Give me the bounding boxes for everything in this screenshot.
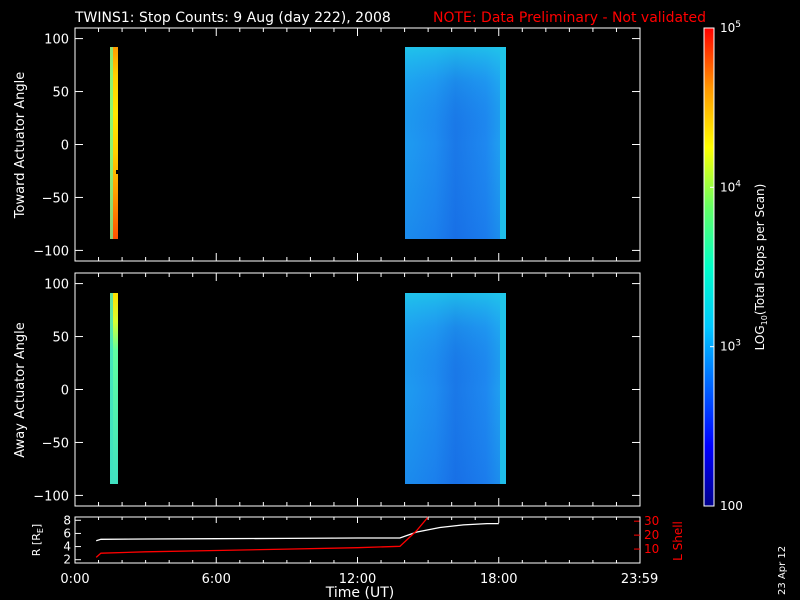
orbit-left-ytick-label: 4 <box>63 540 71 554</box>
away-plot-frame <box>74 272 641 507</box>
x-tick-label: 0:00 <box>60 572 89 587</box>
toward-late-block-shade <box>405 47 506 239</box>
orbit-left-ytick-label: 2 <box>63 553 71 567</box>
toward-ytick-label: −50 <box>42 191 69 206</box>
colorbar-tick-label: 103 <box>720 339 741 354</box>
toward-axis-ticks: 100 50 0 −50 −100 <box>33 28 641 261</box>
figure-title: TWINS1: Stop Counts: 9 Aug (day 222), 20… <box>74 10 391 26</box>
away-ytick-label: −100 <box>33 489 69 504</box>
colorbar-ticks: 100 103 104 105 <box>710 20 743 513</box>
colorbar-tick-label: 104 <box>720 179 741 194</box>
orbit-left-y-label: R [RE] <box>30 524 45 556</box>
away-y-label: Away Actuator Angle <box>13 322 28 457</box>
colorbar-tick-label: 105 <box>720 20 741 35</box>
toward-early-strip <box>110 47 118 239</box>
l-shell-line <box>95 516 429 558</box>
orbit-right-ytick-label: 20 <box>644 528 659 542</box>
toward-ytick-label: −100 <box>33 244 69 259</box>
toward-ytick-label: 50 <box>52 86 69 101</box>
toward-early-strip-edge <box>110 47 113 239</box>
away-data-blocks <box>110 293 506 484</box>
orbit-plot-frame <box>74 516 641 564</box>
colorbar: 100 103 104 105 LOG10(Total Stops per Scan) <box>703 20 769 513</box>
x-tick-label: 6:00 <box>202 572 231 587</box>
x-tick-label: 18:00 <box>480 572 517 587</box>
toward-data-blocks <box>110 47 506 239</box>
date-stamp: 23 Apr 12 <box>777 546 788 595</box>
x-tick-label: 12:00 <box>339 572 376 587</box>
toward-ytick-label: 100 <box>44 33 69 48</box>
away-late-block-edge <box>500 293 506 484</box>
away-early-strip-edge <box>110 293 113 484</box>
orbit-lines <box>95 516 499 558</box>
orbit-right-ytick-label: 30 <box>644 514 659 528</box>
away-early-strip <box>110 293 118 484</box>
away-ytick-label: −50 <box>42 436 69 451</box>
orbit-left-ytick-label: 8 <box>63 513 71 527</box>
toward-late-block-edge <box>500 47 506 239</box>
away-ytick-label: 0 <box>61 384 69 399</box>
x-tick-label: 23:59 <box>621 572 658 587</box>
toward-strip-gap <box>116 170 118 174</box>
radius-line <box>96 522 499 542</box>
toward-plot-frame <box>74 27 641 262</box>
orbit-right-ytick-label: 10 <box>644 542 659 556</box>
toward-panel: 100 50 0 −50 −100 Toward Actuator Angle <box>13 27 641 262</box>
colorbar-gradient <box>703 27 715 507</box>
orbit-left-ytick-label: 6 <box>63 526 71 540</box>
away-axis-ticks: 100 50 0 −50 −100 <box>33 273 641 506</box>
away-late-block-shade <box>405 293 506 484</box>
preliminary-note: NOTE: Data Preliminary - Not validated <box>433 10 706 26</box>
orbit-right-y-label: L Shell <box>671 521 685 561</box>
toward-y-label: Toward Actuator Angle <box>13 72 28 219</box>
away-ytick-label: 50 <box>52 331 69 346</box>
colorbar-label: LOG10(Total Stops per Scan) <box>753 184 769 351</box>
colorbar-tick-label: 100 <box>720 499 743 513</box>
away-ytick-label: 100 <box>44 278 69 293</box>
away-panel: 100 50 0 −50 −100 Away Actuator Angle <box>13 272 641 507</box>
toward-ytick-label: 0 <box>61 139 69 154</box>
x-axis-label: Time (UT) <box>325 585 394 600</box>
